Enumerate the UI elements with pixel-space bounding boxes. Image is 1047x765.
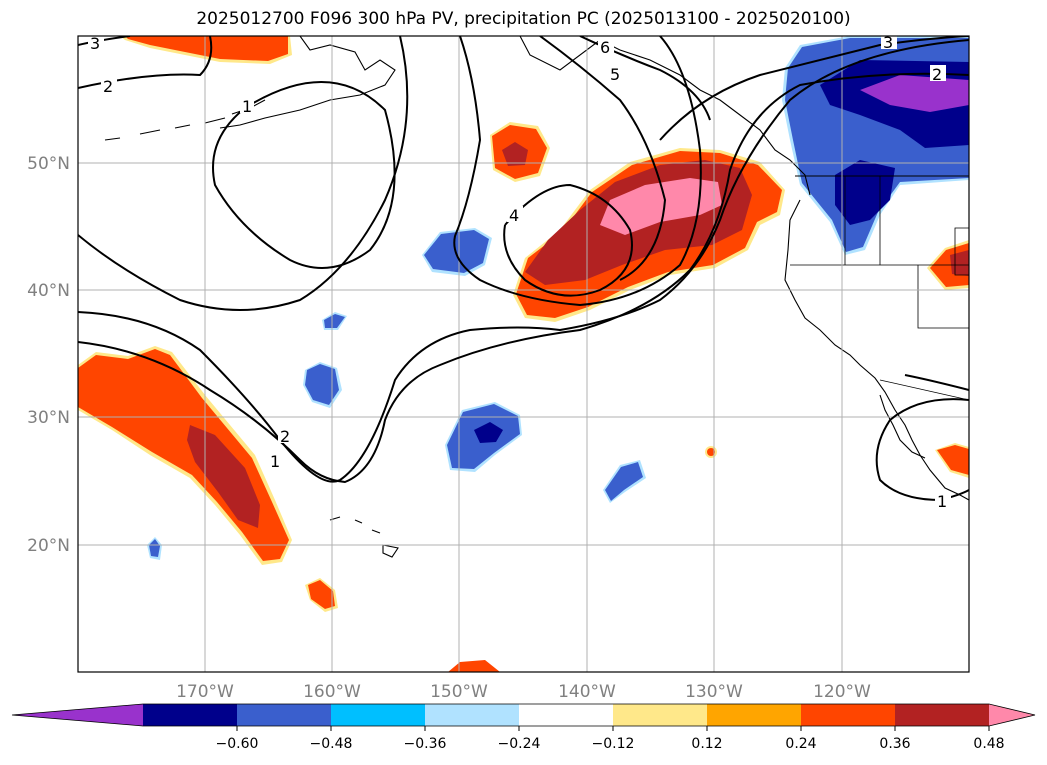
- colorbar-segment: [237, 704, 332, 726]
- lon-label: 120°W: [813, 682, 871, 702]
- lat-label: 20°N: [27, 536, 70, 556]
- contour-label: 2: [932, 65, 942, 84]
- lat-label: 50°N: [27, 154, 70, 174]
- colorbar-tick-label: −0.48: [310, 736, 353, 752]
- hawaii: [329, 516, 399, 558]
- colorbar-tick-label: −0.36: [404, 736, 447, 752]
- colorbar-segment: [895, 704, 990, 726]
- colorbar-tick-label: 0.48: [973, 736, 1004, 752]
- state-borders: [790, 176, 969, 329]
- contour-3-mid: [453, 36, 702, 307]
- contour-label: 4: [509, 206, 519, 225]
- colorbar-segment: [801, 704, 896, 726]
- latitude-labels: 50°N 40°N 30°N 20°N: [27, 154, 70, 556]
- colorbar-segment: [519, 704, 614, 726]
- colorbar-tick-label: 0.12: [691, 736, 722, 752]
- colorbar-tick-label: −0.24: [498, 736, 541, 752]
- contour-label: 1: [937, 492, 947, 511]
- lon-label: 160°W: [303, 682, 361, 702]
- map-frame: [77, 35, 970, 673]
- lon-label: 150°W: [430, 682, 488, 702]
- contour-label: 1: [242, 97, 252, 116]
- colorbar-segment: [613, 704, 708, 726]
- contour-label: 3: [90, 34, 100, 53]
- colorbar-tick-label: 0.24: [785, 736, 816, 752]
- contour-label: 6: [600, 38, 610, 57]
- colorbar-ticks: −0.60 −0.48 −0.36 −0.24 −0.12 0.12 0.24 0.36 0.4…: [216, 726, 1005, 752]
- contour-4: [503, 183, 633, 297]
- contour-label: 2: [280, 427, 290, 446]
- colorbar-segment: [425, 704, 520, 726]
- map-title: 2025012700 F096 300 hPa PV, precipitatio…: [196, 9, 851, 29]
- lon-label: 130°W: [685, 682, 743, 702]
- contour-2-west: [78, 36, 409, 311]
- contour-1-low: [212, 81, 396, 269]
- west-us-coast: [784, 199, 969, 501]
- colorbar: −0.60 −0.48 −0.36 −0.24 −0.12 0.12 0.24 0.36 0.4…: [11, 703, 1036, 752]
- contour-2-east: [659, 36, 969, 141]
- colorbar-tick-label: −0.12: [592, 736, 635, 752]
- contour-label: 2: [103, 77, 113, 96]
- colorbar-segment: [143, 704, 238, 726]
- contour-1-west: [78, 39, 969, 483]
- lat-label: 30°N: [27, 408, 70, 428]
- colorbar-right-extension: [989, 704, 1035, 726]
- coastlines: [104, 36, 969, 558]
- longitude-labels: 170°W 160°W 150°W 140°W 130°W 120°W: [176, 682, 871, 702]
- precip-fills: [78, 36, 969, 672]
- contour-label: 3: [883, 33, 893, 52]
- colorbar-segment: [331, 704, 426, 726]
- baja: [879, 394, 926, 459]
- aleutians: [104, 99, 266, 141]
- colorbar-segments: [11, 703, 1036, 727]
- contour-2-mid: [78, 72, 969, 484]
- contour-label: 5: [610, 65, 620, 84]
- map-layers: 3 2 1 6 5 4 3 2 2 1 1: [78, 33, 969, 672]
- contour-label: 1: [270, 452, 280, 471]
- mexico-border: [879, 379, 969, 401]
- lon-label: 140°W: [558, 682, 616, 702]
- lat-label: 40°N: [27, 281, 70, 301]
- colorbar-segment: [707, 704, 802, 726]
- contour-5: [539, 36, 667, 281]
- colorbar-outline: [11, 703, 1036, 727]
- contour-1-se-b: [904, 374, 969, 391]
- colorbar-left-extension: [12, 704, 143, 726]
- colorbar-tick-label: −0.60: [216, 736, 259, 752]
- contour-label-group: 3 2 1 6 5 4 3 2 2 1 1: [88, 33, 951, 511]
- lon-label: 170°W: [176, 682, 234, 702]
- colorbar-tick-label: 0.36: [879, 736, 910, 752]
